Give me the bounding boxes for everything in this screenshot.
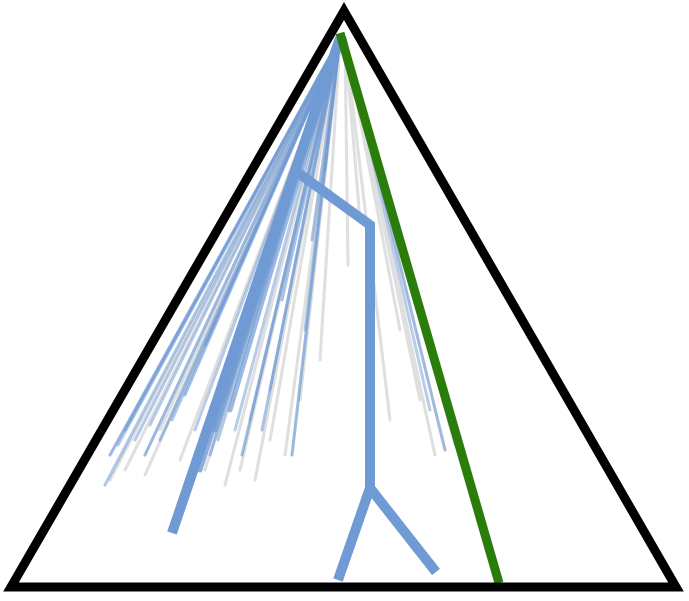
blue-fork-left xyxy=(333,486,375,582)
blue-branch-path xyxy=(294,167,375,488)
grey-line xyxy=(343,38,350,267)
triangle-outline xyxy=(3,1,684,592)
blue-fork-right xyxy=(366,484,440,576)
green-line xyxy=(335,31,504,585)
blue-line xyxy=(123,36,342,432)
grey-line xyxy=(268,38,342,442)
blue-line-bundle xyxy=(103,35,447,487)
blue-trunk-left xyxy=(167,36,345,535)
blue-line xyxy=(148,36,342,427)
blue-branching-path xyxy=(167,36,440,582)
